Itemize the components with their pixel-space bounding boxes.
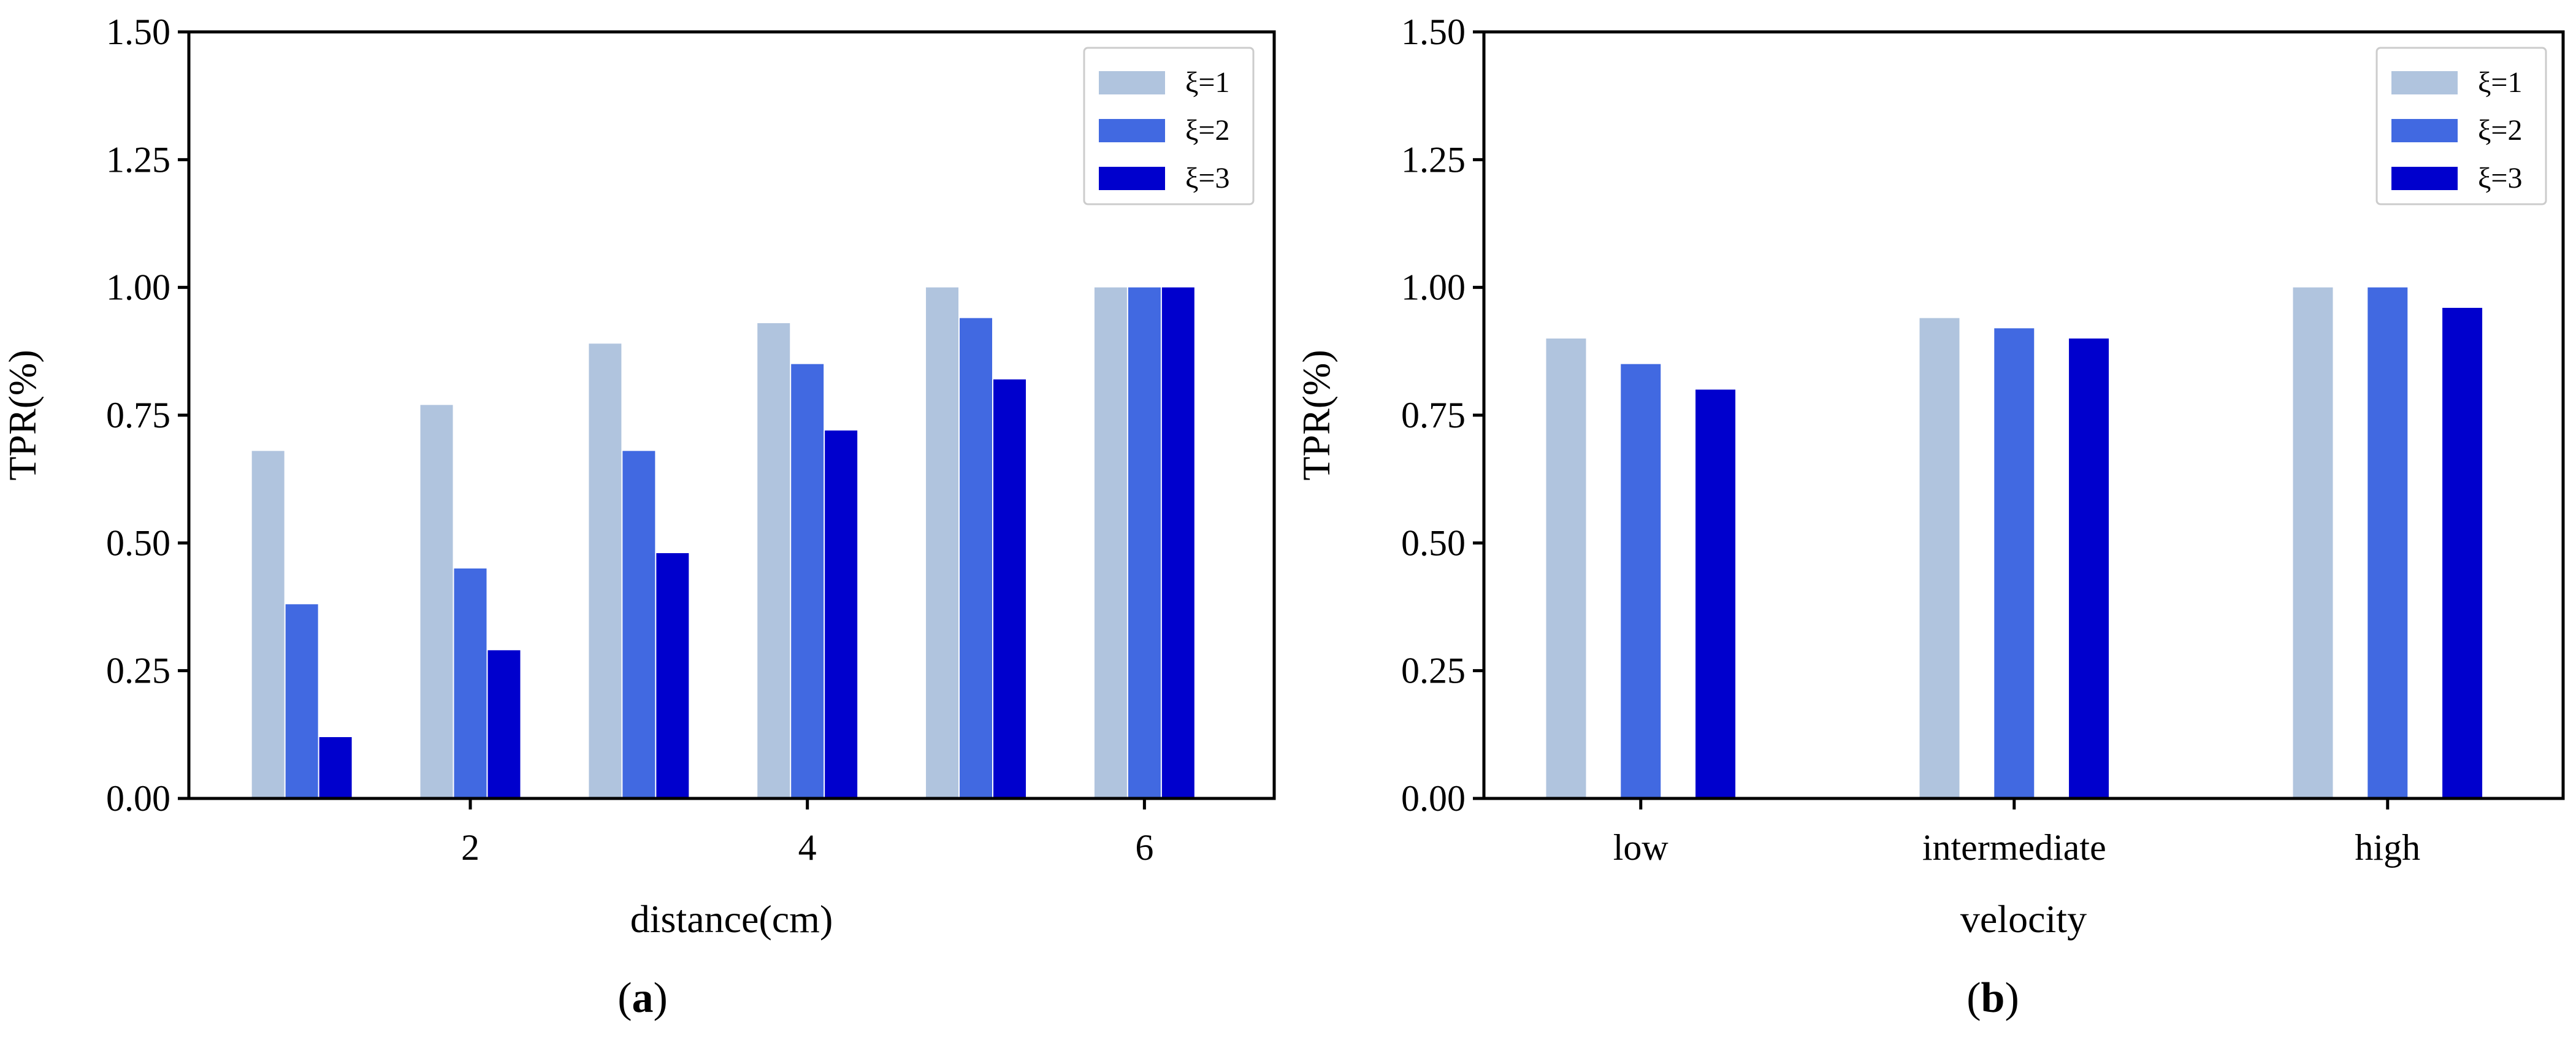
legend-swatch-xi3 [2391,167,2458,190]
x-axis-label-b: velocity [1960,897,2087,941]
x-tick-label: low [1613,827,1669,868]
caption-a: (a) [617,974,668,1022]
y-ticks-b: 0.00 0.25 0.50 0.75 1.00 1.25 1.50 [1401,12,1484,819]
y-tick-label: 0.00 [106,778,170,819]
caption-close-b: ) [2005,974,2019,1022]
bar-a-series3-4 [993,379,1026,798]
bar-b-series3-2 [2442,308,2483,798]
bar-a-series2-3 [791,364,824,798]
y-tick-label: 0.75 [1401,395,1466,435]
x-tick-label: 2 [461,827,480,868]
bar-a-series3-2 [656,553,689,798]
legend-swatch-xi3 [1099,167,1165,190]
legend-swatch-xi1 [1099,71,1165,94]
x-tick-label: 4 [798,827,817,868]
bars-b [1546,287,2483,799]
x-tick-label: intermediate [1922,827,2106,868]
bar-a-series2-0 [285,604,318,798]
bar-a-series3-1 [487,650,521,798]
bar-a-series2-4 [960,318,993,798]
bar-b-series2-1 [1994,328,2035,798]
legend-label-xi2: ξ=2 [1185,114,1229,147]
bar-b-series2-2 [2368,287,2408,799]
plot-frame-b [1482,30,2565,800]
plot-frame-a [187,30,1276,800]
bar-a-series2-1 [454,568,487,798]
x-ticks-b: low intermediate high [1613,798,2420,868]
legend-swatch-xi2 [1099,119,1165,142]
y-tick-label: 1.00 [106,267,170,308]
legend-label-xi1: ξ=1 [2478,66,2522,99]
y-tick-label: 1.50 [106,12,170,52]
bar-a-series1-0 [251,451,285,798]
bar-b-series3-1 [2069,339,2109,798]
caption-close-a: ) [654,974,668,1022]
caption-open-a: ( [617,974,632,1022]
legend-b: ξ=1 ξ=2 ξ=3 [2375,47,2547,205]
bar-a-series3-3 [825,430,858,798]
x-tick-label: 6 [1135,827,1153,868]
legend-a: ξ=1 ξ=2 ξ=3 [1083,47,1255,205]
y-ticks-a: 0.00 0.25 0.50 0.75 1.00 1.25 1.50 [106,12,189,819]
bar-a-series2-2 [622,451,655,798]
legend-label-xi3: ξ=3 [1185,162,1229,194]
bar-a-series3-0 [319,737,352,798]
legend-label-xi2: ξ=2 [2478,114,2522,147]
y-axis-label-a: TPR(%) [1,350,44,480]
bar-a-series1-3 [757,323,790,798]
y-tick-label: 0.25 [106,651,170,691]
legend-swatch-xi2 [2391,119,2458,142]
x-ticks-a: 2 4 6 [461,798,1153,868]
y-tick-label: 0.00 [1401,778,1466,819]
y-tick-label: 0.75 [106,395,170,435]
legend-swatch-xi1 [2391,71,2458,94]
y-tick-label: 1.50 [1401,12,1466,52]
bar-a-series3-5 [1161,287,1194,799]
panel-b: 0.00 0.25 0.50 0.75 1.00 1.25 1.50 low intermed… [1294,12,2565,1022]
bar-a-series1-1 [420,405,453,798]
caption-letter-a: a [632,974,654,1022]
x-tick-label: high [2355,827,2420,868]
y-tick-label: 1.25 [1401,139,1466,180]
bar-b-series1-1 [1919,318,1960,798]
caption-open-b: ( [1966,974,1981,1022]
bars-a [251,287,1194,799]
bar-a-series1-4 [926,287,959,799]
y-axis-label-b: TPR(%) [1294,350,1338,480]
caption-b: (b) [1966,974,2019,1022]
bar-a-series1-5 [1094,287,1127,799]
y-tick-label: 1.00 [1401,267,1466,308]
y-tick-label: 0.50 [106,522,170,563]
caption-letter-b: b [1981,974,2005,1022]
y-tick-label: 1.25 [106,139,170,180]
legend-label-xi3: ξ=3 [2478,162,2522,194]
bar-a-series2-5 [1128,287,1161,799]
bar-a-series1-2 [589,343,622,798]
bar-b-series1-2 [2293,287,2333,799]
y-tick-label: 0.50 [1401,522,1466,563]
bar-b-series1-0 [1546,339,1586,798]
legend-label-xi1: ξ=1 [1185,66,1229,99]
x-axis-label-a: distance(cm) [630,897,833,941]
panel-a: 0.00 0.25 0.50 0.75 1.00 1.25 1.50 2 4 6 distanc… [1,12,1276,1022]
y-tick-label: 0.25 [1401,651,1466,691]
bar-b-series2-0 [1621,364,1661,798]
bar-b-series3-0 [1695,389,1736,798]
